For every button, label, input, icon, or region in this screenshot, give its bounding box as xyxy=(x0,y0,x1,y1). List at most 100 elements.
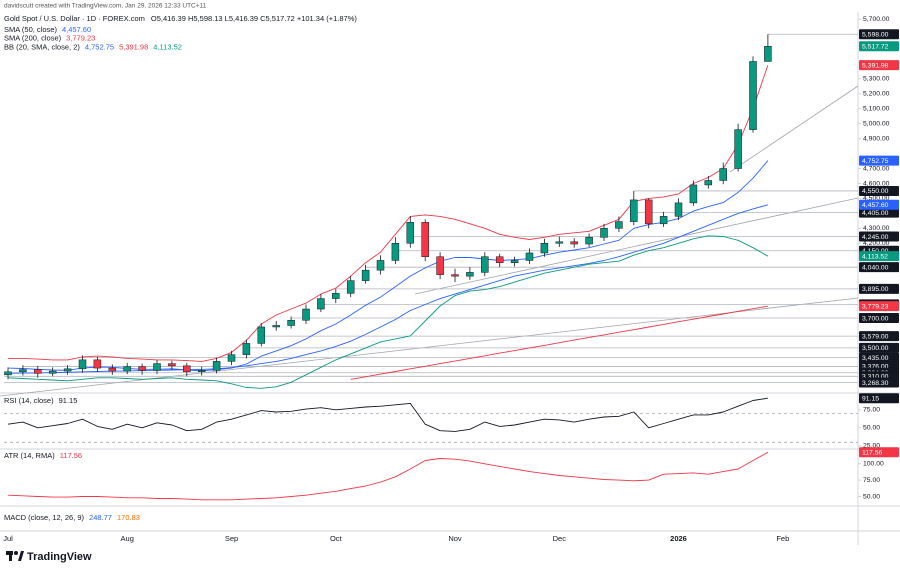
candle-body xyxy=(406,222,415,244)
level-label: 4,550.00 xyxy=(862,188,889,195)
candle-body xyxy=(183,365,191,373)
candle-body xyxy=(93,359,102,369)
indicator-line xyxy=(350,305,768,380)
level-label: 4,040.00 xyxy=(862,264,889,271)
indicator-line xyxy=(7,235,769,389)
y-tick-label: 50.00 xyxy=(863,425,880,432)
y-tick-label: 4,300.00 xyxy=(863,225,890,232)
legend-value: 4,113.52 xyxy=(153,42,182,51)
candle-body xyxy=(615,221,623,229)
candle-body xyxy=(227,354,236,362)
candle-body xyxy=(734,129,742,169)
candle-body xyxy=(510,260,519,263)
x-tick-label: Dec xyxy=(553,534,567,543)
level-label-bg xyxy=(859,207,899,218)
candle-body xyxy=(168,363,176,367)
level-label: 3,895.00 xyxy=(862,286,889,293)
y-tick-label: 50.00 xyxy=(863,493,880,500)
legend-value: 4,752.75 xyxy=(85,42,114,51)
candle-body xyxy=(108,367,117,372)
candle-body xyxy=(242,343,251,355)
candle-body xyxy=(421,222,429,257)
level-label-bg xyxy=(859,283,899,294)
indicator-line xyxy=(7,451,769,501)
level-label: 3,700.00 xyxy=(862,315,889,322)
y-tick-label: 5,000.00 xyxy=(863,120,890,127)
candle-body xyxy=(257,326,266,344)
y-tick-label: 4,600.00 xyxy=(863,180,890,187)
candle-body xyxy=(391,243,400,261)
indicator-line xyxy=(7,204,769,374)
x-tick-label: Feb xyxy=(776,534,789,543)
trend-line xyxy=(414,197,859,295)
legend-value: 91.15 xyxy=(59,396,78,405)
candle-body xyxy=(302,308,310,321)
indicator-tag-bg xyxy=(859,393,899,404)
candle-body xyxy=(212,361,221,371)
candle-body xyxy=(749,61,757,130)
x-tick-label: Sep xyxy=(225,534,238,543)
logo-mark xyxy=(18,551,24,561)
candle-body xyxy=(689,184,698,204)
legend-value: 248.77 xyxy=(89,513,112,522)
level-label-bg xyxy=(859,377,899,388)
logo-text: TradingView xyxy=(27,551,92,563)
legend-value: 4,457.60 xyxy=(62,25,91,34)
panel-title: RSI (14, close) xyxy=(4,396,54,405)
candle-body xyxy=(466,272,474,277)
legend-name: SMA (200, close) xyxy=(4,34,62,43)
candle-body xyxy=(138,366,146,371)
y-tick-label: 5,300.00 xyxy=(863,76,890,83)
y-tick-label: 4,900.00 xyxy=(863,135,890,142)
x-tick-label: 2026 xyxy=(670,534,687,543)
candle-body xyxy=(764,46,772,62)
level-label: 4,245.00 xyxy=(862,234,889,241)
indicator-tag: 91.15 xyxy=(862,396,879,403)
level-label: 3,500.00 xyxy=(862,345,889,352)
x-tick-label: Jul xyxy=(3,534,13,543)
last-price-tag-bg xyxy=(859,41,899,52)
indicator-tag-bg xyxy=(859,155,899,166)
legend-value: 3,779.23 xyxy=(66,34,95,43)
candle-body xyxy=(153,363,161,371)
level-label-bg xyxy=(859,262,899,273)
legend-name: SMA (50, close) xyxy=(4,25,57,34)
indicator-tag: 4,457.60 xyxy=(862,202,889,209)
logo-mark xyxy=(9,551,12,561)
level-label: 3,435.00 xyxy=(862,355,889,362)
candle-body xyxy=(123,366,131,372)
y-tick-label: 100.00 xyxy=(863,461,884,468)
indicator-tag-bg xyxy=(859,60,899,71)
candle-body xyxy=(19,369,27,373)
panel-title: MACD (close, 12, 26, 9) xyxy=(4,513,85,522)
indicator-tag: 3,779.23 xyxy=(862,303,889,310)
candle-body xyxy=(719,168,727,181)
y-tick-label: 4,500.00 xyxy=(863,195,890,202)
candle-body xyxy=(34,369,42,374)
level-label-bg xyxy=(859,331,899,342)
level-label: 5,598.00 xyxy=(862,32,889,39)
indicator-line xyxy=(8,64,769,362)
candle-body xyxy=(197,370,206,373)
candle-body xyxy=(659,216,668,225)
indicator-tag: 4,752.75 xyxy=(862,158,889,165)
level-label: 3,310.00 xyxy=(862,374,889,381)
indicator-tag-bg xyxy=(859,447,899,458)
y-tick-label: 5,200.00 xyxy=(863,91,890,98)
candle-body xyxy=(644,199,653,225)
candle-body xyxy=(555,241,564,244)
indicator-tag-bg xyxy=(859,301,899,312)
level-label-bg xyxy=(859,29,899,40)
ohlc-label: O5,416.39 H5,598.13 L5,416.39 C5,517.72 … xyxy=(151,14,357,23)
indicator-tag: 4,113.52 xyxy=(862,253,888,260)
indicator-line xyxy=(7,160,769,372)
trend-line xyxy=(729,85,859,173)
candle-body xyxy=(525,252,534,261)
candle-body xyxy=(570,241,578,245)
candle-body xyxy=(332,293,340,299)
candle-body xyxy=(585,237,593,245)
candle-body xyxy=(495,256,504,263)
legend-value: 170.83 xyxy=(117,513,140,522)
